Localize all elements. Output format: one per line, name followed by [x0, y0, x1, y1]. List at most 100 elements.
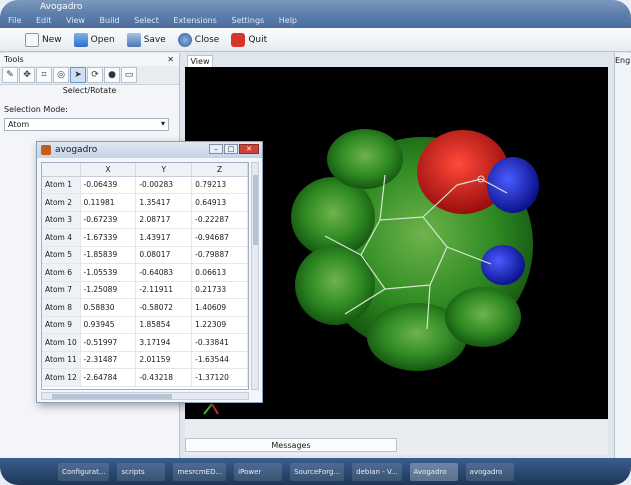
cell-x[interactable]: -0.67239: [80, 211, 137, 229]
selection-mode-select[interactable]: Atom: [4, 118, 169, 131]
cell-y[interactable]: -0.00283: [135, 176, 193, 194]
cell-x[interactable]: -2.64784: [80, 368, 137, 387]
column-header-y[interactable]: Y: [135, 163, 193, 177]
cell-x[interactable]: -0.51997: [80, 333, 137, 352]
tab-messages[interactable]: Messages: [185, 438, 397, 452]
menu-extensions[interactable]: Extensions: [173, 16, 217, 25]
atom-row-header[interactable]: Atom 10: [42, 333, 81, 352]
table-row[interactable]: Atom 11 -2.31487 2.01159 -1.63544: [42, 351, 248, 369]
atom-row-header[interactable]: Atom 12: [42, 368, 81, 387]
table-row[interactable]: Atom 12 -2.64784 -0.43218 -1.37120: [42, 368, 248, 387]
menu-select[interactable]: Select: [134, 16, 159, 25]
cell-z[interactable]: -1.63544: [191, 351, 248, 369]
cell-x[interactable]: -1.05539: [80, 263, 137, 282]
taskbar-item[interactable]: iPower: [234, 462, 283, 481]
measure-icon[interactable]: ▭: [121, 67, 137, 83]
cell-z[interactable]: -0.22287: [191, 211, 248, 229]
menu-view[interactable]: View: [65, 16, 85, 25]
cell-z[interactable]: 1.40609: [191, 298, 248, 317]
cell-y[interactable]: -0.58072: [135, 298, 193, 317]
select-rotate-icon[interactable]: ➤: [70, 67, 86, 83]
cell-y[interactable]: 3.17194: [135, 333, 193, 352]
cell-y[interactable]: -0.64083: [135, 263, 193, 282]
cell-z[interactable]: -0.79887: [191, 246, 248, 264]
cell-y[interactable]: -0.43218: [135, 368, 193, 387]
atom-row-header[interactable]: Atom 2: [42, 193, 81, 212]
cell-z[interactable]: -1.37120: [191, 368, 248, 387]
tab-view-1[interactable]: View 1: [187, 55, 213, 77]
cell-x[interactable]: -1.85839: [80, 246, 137, 264]
taskbar-item[interactable]: SourceForg...: [290, 462, 345, 481]
navigate-icon[interactable]: ✥: [19, 67, 35, 83]
atom-row-header[interactable]: Atom 4: [42, 228, 81, 247]
table-row[interactable]: Atom 8 0.58830 -0.58072 1.40609: [42, 298, 248, 317]
cell-z[interactable]: 1.22309: [191, 316, 248, 334]
draw-icon[interactable]: ✎: [2, 67, 18, 83]
open-button[interactable]: Open: [71, 31, 118, 49]
cell-y[interactable]: 2.01159: [135, 351, 193, 369]
new-button[interactable]: New: [22, 31, 65, 49]
atom-coordinates-table[interactable]: X Y Z Atom 1 -0.06439 -0.00283 0.79213 Atom …: [41, 162, 249, 390]
cell-z[interactable]: -0.94687: [191, 228, 248, 247]
cell-x[interactable]: -0.06439: [80, 176, 137, 194]
cell-x[interactable]: -1.67339: [80, 228, 137, 247]
close-button[interactable]: Close: [175, 31, 223, 49]
minimize-icon[interactable]: –: [209, 144, 223, 154]
auto-rotate-icon[interactable]: ⟳: [87, 67, 103, 83]
table-row[interactable]: Atom 10 -0.51997 3.17194 -0.33841: [42, 333, 248, 352]
table-row[interactable]: Atom 9 0.93945 1.85854 1.22309: [42, 316, 248, 334]
save-button[interactable]: Save: [124, 31, 169, 49]
taskbar-item[interactable]: Avogadro: [409, 462, 458, 481]
cell-z[interactable]: -0.33841: [191, 333, 248, 352]
atom-row-header[interactable]: Atom 11: [42, 351, 81, 369]
table-row[interactable]: Atom 3 -0.67239 2.08717 -0.22287: [42, 211, 248, 229]
cell-x[interactable]: 0.11981: [80, 193, 137, 212]
bond-centric-icon[interactable]: ⌗: [36, 67, 52, 83]
cell-y[interactable]: 1.85854: [135, 316, 193, 334]
table-row[interactable]: Atom 1 -0.06439 -0.00283 0.79213: [42, 176, 248, 194]
cell-y[interactable]: 0.08017: [135, 246, 193, 264]
atom-row-header[interactable]: Atom 8: [42, 298, 81, 317]
column-header-z[interactable]: Z: [191, 163, 248, 177]
dock-close-icon[interactable]: ✕: [167, 55, 174, 64]
table-row[interactable]: Atom 5 -1.85839 0.08017 -0.79887: [42, 246, 248, 264]
table-row[interactable]: Atom 6 -1.05539 -0.64083 0.06613: [42, 263, 248, 282]
menu-help[interactable]: Help: [278, 16, 297, 25]
menu-edit[interactable]: Edit: [35, 16, 52, 25]
cell-z[interactable]: 0.06613: [191, 263, 248, 282]
atom-row-header[interactable]: Atom 1: [42, 176, 81, 194]
auto-optimize-icon[interactable]: ●: [104, 67, 120, 83]
table-horizontal-scrollbar[interactable]: [41, 392, 249, 400]
cell-x[interactable]: 0.58830: [80, 298, 137, 317]
table-row[interactable]: Atom 7 -1.25089 -2.11911 0.21733: [42, 281, 248, 299]
taskbar-item[interactable]: scripts: [117, 462, 166, 481]
cell-z[interactable]: 0.79213: [191, 176, 248, 194]
cell-y[interactable]: 1.43917: [135, 228, 193, 247]
table-row[interactable]: Atom 2 0.11981 1.35417 0.64913: [42, 193, 248, 212]
atom-row-header[interactable]: Atom 5: [42, 246, 81, 264]
atom-row-header[interactable]: Atom 9: [42, 316, 81, 334]
column-header-x[interactable]: X: [80, 163, 137, 177]
cell-y[interactable]: -2.11911: [135, 281, 193, 299]
quit-button[interactable]: Quit: [228, 31, 270, 49]
close-icon[interactable]: ✕: [239, 144, 259, 154]
atom-table-titlebar[interactable]: avogadro – □ ✕: [37, 142, 262, 158]
taskbar-item[interactable]: avogadro: [465, 462, 514, 481]
taskbar-item[interactable]: mesrcmED...: [173, 462, 227, 481]
window-titlebar[interactable]: Avogadro: [0, 0, 631, 14]
cell-y[interactable]: 2.08717: [135, 211, 193, 229]
cell-x[interactable]: 0.93945: [80, 316, 137, 334]
table-row[interactable]: Atom 4 -1.67339 1.43917 -0.94687: [42, 228, 248, 247]
manipulate-icon[interactable]: ◎: [53, 67, 69, 83]
atom-row-header[interactable]: Atom 7: [42, 281, 81, 299]
table-vertical-scrollbar[interactable]: [251, 162, 259, 390]
taskbar-item[interactable]: debian - V...: [352, 462, 402, 481]
cell-x[interactable]: -2.31487: [80, 351, 137, 369]
cell-z[interactable]: 0.21733: [191, 281, 248, 299]
menu-build[interactable]: Build: [99, 16, 120, 25]
cell-x[interactable]: -1.25089: [80, 281, 137, 299]
taskbar-item[interactable]: Configurat...: [58, 462, 110, 481]
atom-row-header[interactable]: Atom 6: [42, 263, 81, 282]
menu-settings[interactable]: Settings: [231, 16, 265, 25]
cell-z[interactable]: 0.64913: [191, 193, 248, 212]
